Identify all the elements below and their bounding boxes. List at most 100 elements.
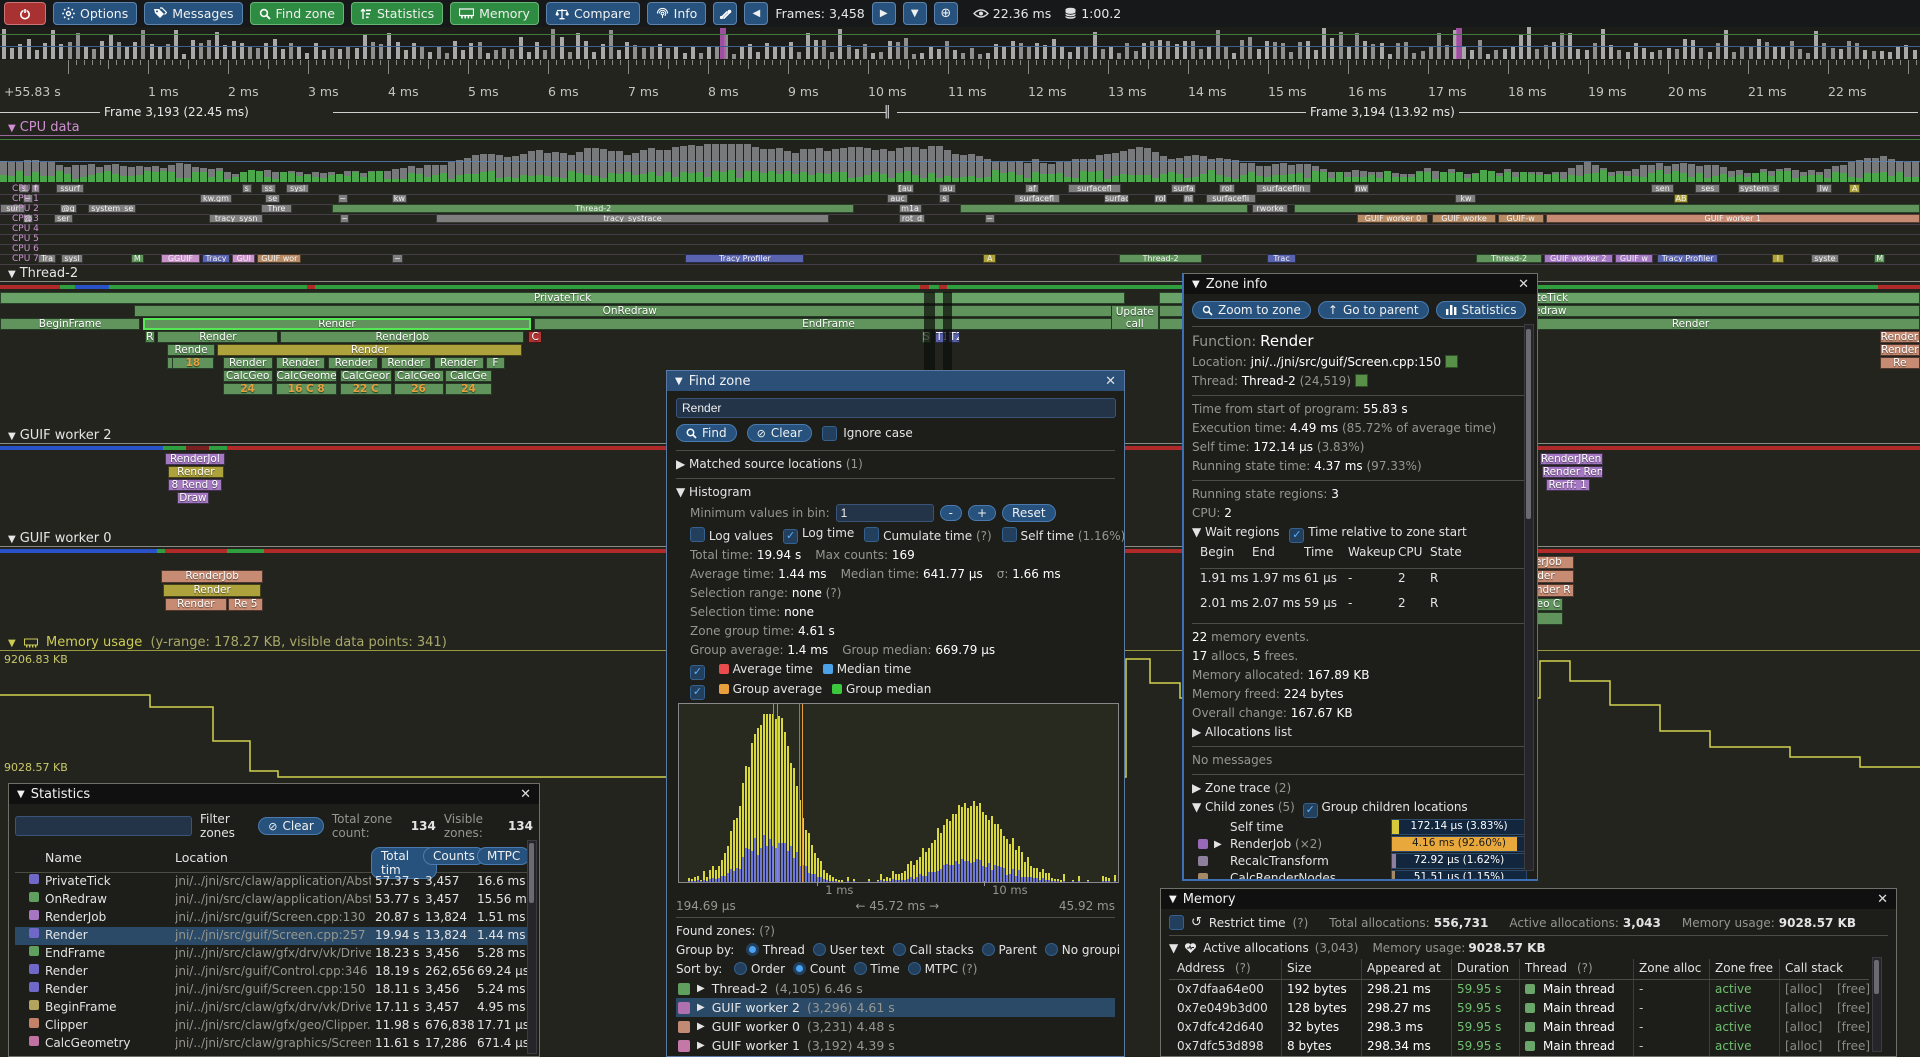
- legend-checkbox[interactable]: ✓: [690, 665, 705, 680]
- column-help[interactable]: (?): [1577, 961, 1593, 975]
- column-help[interactable]: (?): [1235, 961, 1251, 975]
- alloc-callstack-alloc[interactable]: [alloc]: [1785, 1001, 1823, 1015]
- timeline-zone[interactable]: Render: [222, 357, 273, 369]
- cpu-zone-chip[interactable]: rol: [1219, 184, 1235, 193]
- child-zones-expander[interactable]: ▼ Child zones: [1192, 800, 1275, 814]
- timeline-zone[interactable]: EndFrame: [533, 318, 1124, 330]
- timeline-zone[interactable]: Rerff: 1: [1545, 479, 1590, 491]
- timeline-zone[interactable]: F: [485, 357, 505, 369]
- cpu-zone-chip[interactable]: kw: [1455, 194, 1477, 203]
- timeline-zone[interactable]: PrivateTick: [0, 292, 1126, 304]
- timeline-zone[interactable]: 22 C: [339, 383, 392, 395]
- frame-marker-label[interactable]: Frame 3,193 (22.45 ms): [100, 105, 253, 119]
- found-zones-help[interactable]: (?): [759, 924, 775, 938]
- timeline-zone[interactable]: Render: [157, 331, 279, 343]
- zone-info-scrollbar[interactable]: [1524, 324, 1534, 871]
- cpu-zone-chip[interactable]: ~: [339, 214, 350, 223]
- group-by-option-parent[interactable]: [981, 943, 995, 956]
- bin-decrease-button[interactable]: -: [939, 505, 962, 521]
- zone-trace-expander[interactable]: ▶ Zone trace: [1192, 781, 1271, 795]
- cpu-zone-chip[interactable]: A: [983, 254, 997, 263]
- cumulate-time-checkbox[interactable]: [864, 527, 880, 542]
- group-expander-icon[interactable]: ▶: [697, 1002, 705, 1013]
- cpu-zone-chip[interactable]: A: [1848, 184, 1861, 193]
- cpu-zone-chip[interactable]: ~: [23, 194, 33, 203]
- group-children-checkbox[interactable]: ✓: [1302, 803, 1318, 818]
- update-call-zone[interactable]: Update call: [1110, 305, 1159, 330]
- cpu-zone-chip[interactable]: GUI: [232, 254, 256, 263]
- cpu-data-header[interactable]: ▼ CPU data: [0, 120, 1920, 136]
- sort-by-option-order[interactable]: [734, 962, 748, 975]
- statistics-panel-titlebar[interactable]: ▼ Statistics ✕: [9, 784, 539, 804]
- group-by-option-user-text[interactable]: [812, 943, 826, 956]
- column-header-mtpc[interactable]: MTPC: [477, 847, 531, 865]
- cpu-zone-chip[interactable]: kw.gm: [199, 194, 233, 203]
- alloc-callstack-alloc[interactable]: [alloc]: [1785, 1020, 1823, 1034]
- next-frame-button[interactable]: ▶: [871, 2, 896, 25]
- alloc-callstack-free[interactable]: [free]: [1837, 1039, 1871, 1053]
- zoom-to-zone-button[interactable]: Zoom to zone: [1192, 301, 1311, 319]
- self-time-checkbox[interactable]: [1001, 527, 1017, 542]
- alloc-callstack-alloc[interactable]: [alloc]: [1785, 1039, 1823, 1053]
- statistics-row[interactable]: RenderJob jni/../jni/src/guif/Screen.cpp:…: [15, 909, 527, 927]
- column-header-location[interactable]: Location: [175, 850, 228, 865]
- wait-col-begin[interactable]: Begin: [1200, 545, 1235, 559]
- go-to-parent-button[interactable]: ↑ Go to parent: [1317, 301, 1429, 319]
- column-header-counts[interactable]: Counts: [423, 847, 485, 865]
- zone-info-titlebar[interactable]: ▼ Zone info ✕: [1184, 274, 1537, 294]
- active-allocations-expander[interactable]: ▼: [1169, 941, 1179, 955]
- cpu-zone-chip[interactable]: GUIF w: [1614, 254, 1654, 263]
- cpu-zone-chip[interactable]: af: [1025, 184, 1039, 193]
- cpu-zone-chip[interactable]: GUIF worker 0: [1357, 214, 1429, 223]
- timeline-zone[interactable]: 18: [171, 357, 215, 369]
- cpu-zone-chip[interactable]: Thre: [261, 204, 292, 213]
- cpu-zone-chip[interactable]: [1294, 204, 1920, 213]
- alloc-callstack-free[interactable]: [free]: [1837, 1001, 1871, 1015]
- timeline-zone[interactable]: Render: [216, 344, 523, 356]
- found-zone-group[interactable]: ▶ GUIF worker 0 (3,231) 4.48 s: [676, 1017, 1115, 1036]
- bin-increase-button[interactable]: +: [967, 505, 997, 521]
- timeline-zone[interactable]: Re 5: [228, 598, 264, 611]
- timeline-ruler[interactable]: [0, 60, 1920, 84]
- child-zone-row[interactable]: ▶ RenderJob (×2) 4.16 ms (92.60%): [1192, 836, 1527, 852]
- cpu-zone-chip[interactable]: Tra: [38, 254, 56, 263]
- cpu-zone-chip[interactable]: I: [1772, 254, 1784, 263]
- find-zone-search-input[interactable]: [676, 398, 1116, 418]
- alloc-col-duration[interactable]: Duration: [1457, 961, 1510, 975]
- cpu-zone-chip[interactable]: AB: [1674, 194, 1688, 203]
- frame-markers-row[interactable]: Frame 3,193 (22.45 ms) Frame 3,194 (13.92…: [0, 104, 1920, 120]
- time-relative-checkbox[interactable]: ✓: [1289, 528, 1305, 543]
- timeline-zone[interactable]: CalcGeome: [275, 370, 337, 382]
- child-zone-row[interactable]: CalcRenderNodes 51.51 µs (1.15%): [1192, 870, 1527, 879]
- timeline-zone[interactable]: RenderJol: [165, 453, 225, 465]
- cpu-zone-chip[interactable]: rol: [1153, 194, 1168, 203]
- cpu-zone-chip[interactable]: [au: [896, 184, 914, 193]
- statistics-row[interactable]: Render jni/../jni/src/guif/Screen.cpp:257…: [15, 927, 527, 945]
- cpu-zone-chip[interactable]: sysl: [286, 184, 310, 193]
- cpu-zone-chip[interactable]: M: [1873, 254, 1886, 263]
- prev-frame-button[interactable]: ◀: [744, 2, 769, 25]
- timeline-zone[interactable]: Re: [1879, 357, 1920, 369]
- cpu-zone-chip[interactable]: f: [30, 184, 41, 193]
- cpu-zone-chip[interactable]: GUIF wor: [257, 254, 302, 263]
- memory-button[interactable]: Memory: [450, 2, 539, 25]
- cpu-zone-chip[interactable]: M: [130, 254, 144, 263]
- cpu-zone-chip[interactable]: tracy_systrace: [435, 214, 830, 223]
- cpu-zone-chip[interactable]: lw: [1816, 184, 1832, 193]
- alloc-col-appeared-at[interactable]: Appeared at: [1367, 961, 1441, 975]
- wait-col-end[interactable]: End: [1252, 545, 1275, 559]
- timeline-zone[interactable]: CalcGeo: [222, 370, 273, 382]
- find-button[interactable]: Find: [676, 424, 737, 442]
- allocation-row[interactable]: 0x7dfaa64e00 192 bytes 298.21 ms 59.95 s Mai…: [1169, 980, 1870, 999]
- cpu-zone-chip[interactable]: surfacefli: [1205, 194, 1256, 203]
- close-icon[interactable]: ✕: [1105, 373, 1116, 389]
- matched-expander[interactable]: ▶ Matched source locations: [676, 457, 843, 471]
- cpu-zone-chip[interactable]: Tracy Profiler: [1656, 254, 1719, 263]
- cpu-zone-chip[interactable]: kw: [391, 194, 408, 203]
- cpu-zone-chip[interactable]: GUIF worker 2: [1543, 254, 1613, 263]
- cpu-usage-graph[interactable]: [0, 137, 1920, 182]
- cpu-zone-chip[interactable]: ssurf: [55, 184, 85, 193]
- cpu-zone-chip[interactable]: ~: [391, 254, 404, 263]
- cpu-zone-chip[interactable]: Thread-2: [1476, 254, 1542, 263]
- find-zone-histogram[interactable]: [678, 703, 1119, 883]
